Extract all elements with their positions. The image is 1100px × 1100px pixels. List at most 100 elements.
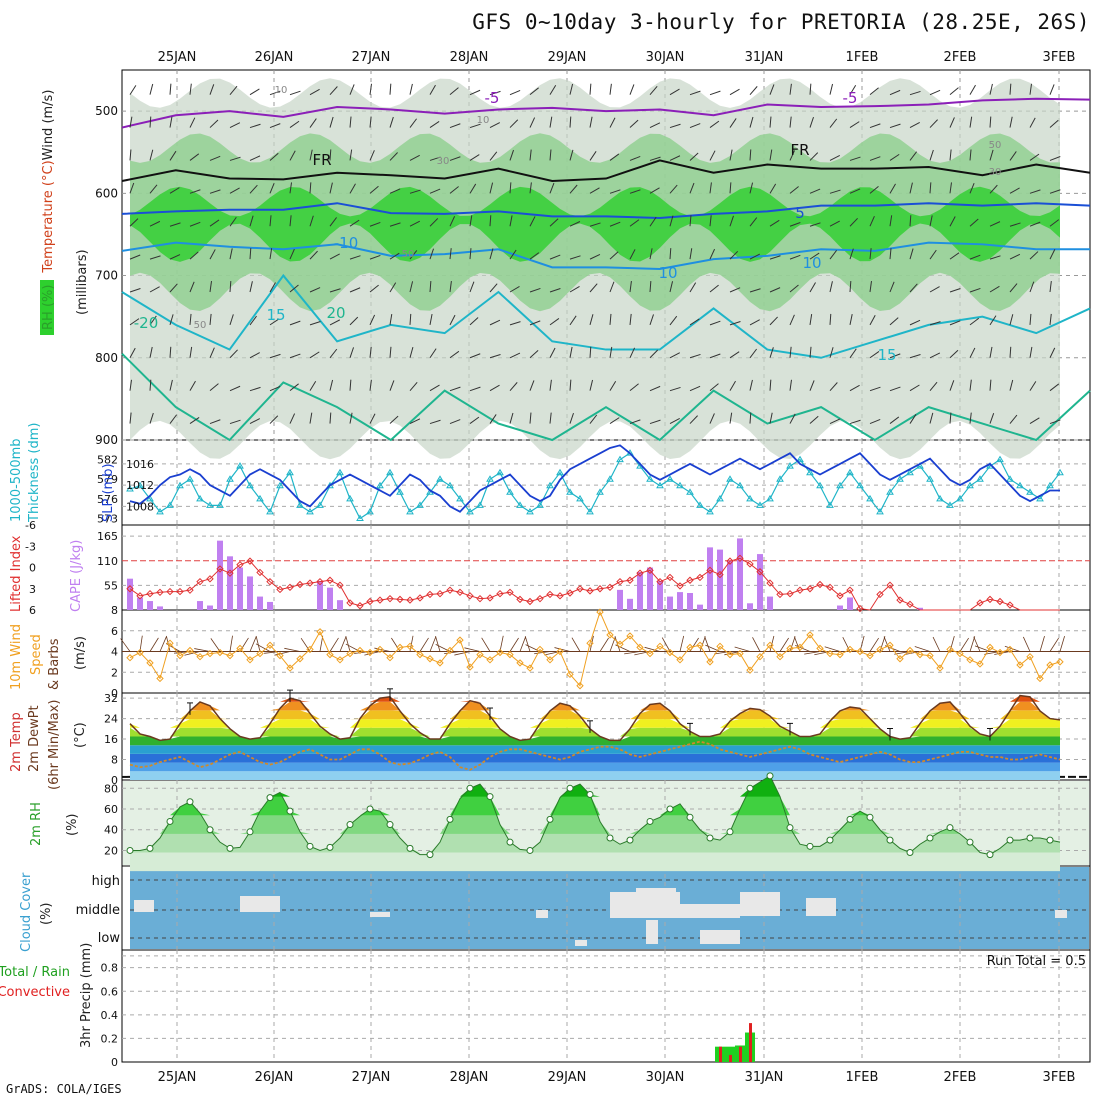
wind-barb	[1009, 283, 1018, 293]
rh-tick: 80	[104, 782, 118, 795]
wind-speed-point	[986, 643, 994, 652]
wind-barb	[689, 353, 701, 359]
thickness-point	[616, 455, 624, 463]
wind-barb	[689, 215, 692, 227]
thickness-point	[296, 501, 304, 508]
lifted-index-point	[756, 568, 764, 576]
wind-speed-point	[376, 645, 384, 654]
temp-band	[130, 719, 1060, 728]
wind-barb	[269, 123, 281, 129]
wind-barb	[1049, 119, 1059, 128]
thickness-point	[776, 475, 784, 482]
wind-barb	[389, 415, 399, 424]
wind-barb	[409, 382, 418, 391]
wind-barb	[429, 248, 435, 260]
wind-barb	[629, 189, 641, 194]
rh-point	[886, 836, 894, 844]
thickness-point	[706, 507, 714, 515]
wind-barb	[529, 287, 541, 293]
lifted-index-point	[996, 597, 1004, 606]
rh-point	[326, 843, 334, 851]
wind-barb	[709, 90, 721, 96]
lifted-index-point	[466, 592, 474, 600]
thickness-point	[646, 475, 654, 482]
wind-barb	[829, 281, 833, 293]
surface-wind-barb	[734, 646, 751, 652]
thickness-point	[386, 468, 394, 476]
thickness-point	[406, 507, 414, 515]
wind-barb	[149, 83, 154, 95]
wind-barb	[749, 319, 760, 326]
wind-barb	[949, 252, 960, 260]
thickness-point	[256, 494, 264, 502]
thickness-point	[486, 475, 494, 482]
wind-barb	[749, 116, 754, 128]
wind-barb	[949, 216, 956, 227]
thickness-tick: 576	[97, 493, 118, 506]
wind-barb	[709, 320, 721, 326]
wind-barb	[689, 152, 699, 161]
thickness-point	[836, 481, 844, 489]
rh-point	[566, 784, 574, 792]
contour-label: FR	[790, 141, 809, 159]
li-tick: -6	[25, 519, 36, 532]
lifted-index-point	[726, 557, 734, 565]
wind-barb	[429, 384, 440, 392]
wind-speed-point	[816, 644, 824, 653]
surface-wind-barb	[345, 635, 351, 652]
wind-barb	[269, 90, 281, 96]
wind-speed-point	[356, 646, 364, 655]
cape-bar	[917, 607, 923, 610]
wind-barb	[929, 215, 933, 227]
thickness-point	[286, 468, 294, 476]
cloud-block	[536, 910, 548, 918]
wind-barb	[849, 384, 860, 392]
lifted-index-point	[506, 588, 514, 596]
wind-barb	[729, 287, 741, 293]
wind-barb	[449, 216, 456, 227]
wind-barb	[749, 149, 752, 161]
wind-barb	[769, 316, 778, 326]
wind-barb	[469, 353, 481, 359]
wind-barb	[149, 116, 152, 128]
wind-barb	[329, 412, 332, 424]
wind-barb	[249, 88, 260, 96]
wind-speed-point	[276, 651, 284, 660]
wind-speed-point	[796, 643, 804, 652]
wind-barb	[509, 149, 515, 161]
wind-barb	[309, 215, 314, 227]
surface-wind-barb	[229, 635, 233, 652]
wind-speed-point	[446, 646, 454, 655]
cape-bar	[197, 601, 203, 610]
wind-barb	[1049, 419, 1061, 425]
wind-barb	[229, 187, 240, 194]
wind-barb	[749, 253, 761, 260]
wind-barb	[509, 382, 518, 391]
date-label-top: 26JAN	[255, 50, 294, 65]
wind-barb	[989, 285, 1000, 293]
thickness-point	[276, 481, 284, 489]
wind-barb	[469, 248, 472, 260]
wind-barb	[249, 315, 257, 326]
wind-barb	[989, 346, 993, 358]
wind-barb	[569, 255, 581, 260]
wind-barb	[889, 281, 895, 293]
rh-label: 2m RH	[29, 802, 44, 846]
thickness-point	[136, 481, 144, 489]
wind-barb	[809, 346, 812, 358]
thickness-point	[866, 494, 874, 502]
wind-speed-point	[146, 659, 154, 667]
rh-point	[726, 828, 734, 836]
surface-wind-barb	[519, 636, 527, 652]
surface-wind-barb	[624, 651, 641, 655]
surface-wind-barb	[249, 636, 257, 652]
wind-barb	[489, 90, 501, 96]
wind-speed-point	[416, 650, 424, 659]
temp-unit: (°C)	[73, 722, 88, 748]
wind-barb	[529, 412, 532, 424]
thickness-point	[936, 494, 944, 502]
wind-speed-point	[436, 659, 444, 667]
surface-wind-barb	[883, 636, 891, 652]
temp-label: 2m Temp	[9, 712, 24, 772]
cloud-block	[370, 912, 390, 917]
